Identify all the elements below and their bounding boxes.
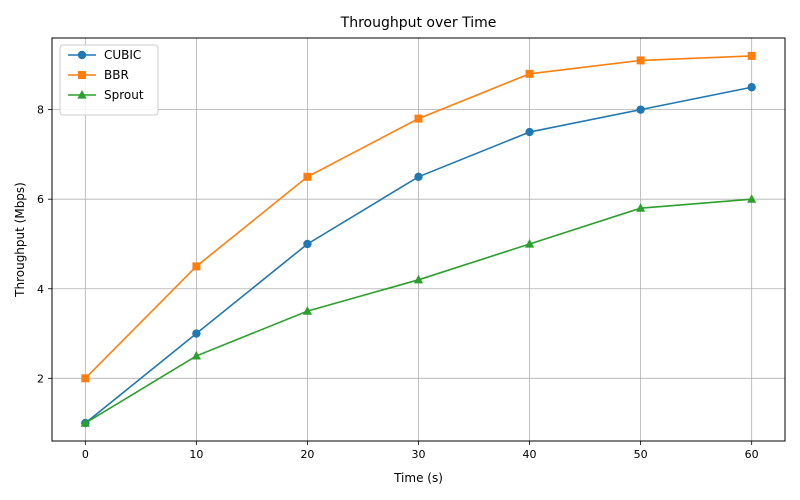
legend: CUBIC BBR Sprout (59, 44, 159, 116)
data-point-cubic (525, 127, 534, 137)
data-point-bbr (747, 51, 756, 60)
data-point-bbr (636, 56, 645, 65)
legend-marker-bbr (78, 71, 86, 79)
data-point-cubic (303, 239, 312, 249)
legend-item-sprout: Sprout (68, 88, 144, 102)
legend-item-bbr: BBR (68, 68, 129, 82)
legend-label-bbr: BBR (104, 68, 129, 82)
data-point-bbr (81, 374, 90, 383)
x-tick-label: 50 (634, 448, 648, 461)
data-point-bbr (303, 172, 312, 181)
data-point-bbr (414, 114, 423, 123)
data-point-sprout (80, 418, 90, 427)
data-point-sprout (302, 306, 313, 315)
data-point-bbr (192, 262, 201, 271)
x-tick-label: 60 (745, 448, 759, 461)
y-tick-label: 4 (37, 283, 44, 296)
legend-label-cubic: CUBIC (104, 48, 141, 62)
x-tick-label: 0 (82, 448, 89, 461)
y-tick-label: 6 (37, 193, 44, 206)
y-axis-label: Throughput (Mbps) (13, 182, 27, 298)
chart-title: Throughput over Time (340, 15, 497, 31)
y-tick-label: 2 (37, 372, 44, 385)
series-bbr (81, 51, 756, 383)
legend-item-cubic: CUBIC (68, 48, 141, 62)
legend-marker-cubic (77, 50, 87, 60)
data-point-sprout (191, 350, 201, 360)
x-tick-label: 40 (523, 448, 537, 461)
y-tick-label: 8 (37, 104, 44, 117)
x-tick-label: 10 (189, 448, 203, 461)
x-axis-label: Time (s) (393, 471, 443, 485)
series-layer (80, 51, 757, 428)
data-point-cubic (636, 105, 645, 114)
ticks: 0 10 20 30 40 50 60 2 4 6 8 (37, 104, 759, 461)
x-tick-label: 20 (300, 448, 314, 461)
data-point-sprout (413, 274, 424, 284)
data-point-cubic (192, 329, 201, 338)
data-point-bbr (525, 69, 534, 78)
data-point-sprout (636, 203, 646, 212)
legend-marker-sprout (77, 90, 87, 99)
x-tick-label: 30 (412, 448, 426, 461)
legend-label-sprout: Sprout (104, 88, 144, 102)
data-point-sprout (747, 194, 757, 203)
data-point-cubic (414, 172, 423, 182)
data-point-sprout (524, 238, 535, 248)
data-point-cubic (747, 83, 756, 92)
series-sprout (80, 194, 757, 427)
